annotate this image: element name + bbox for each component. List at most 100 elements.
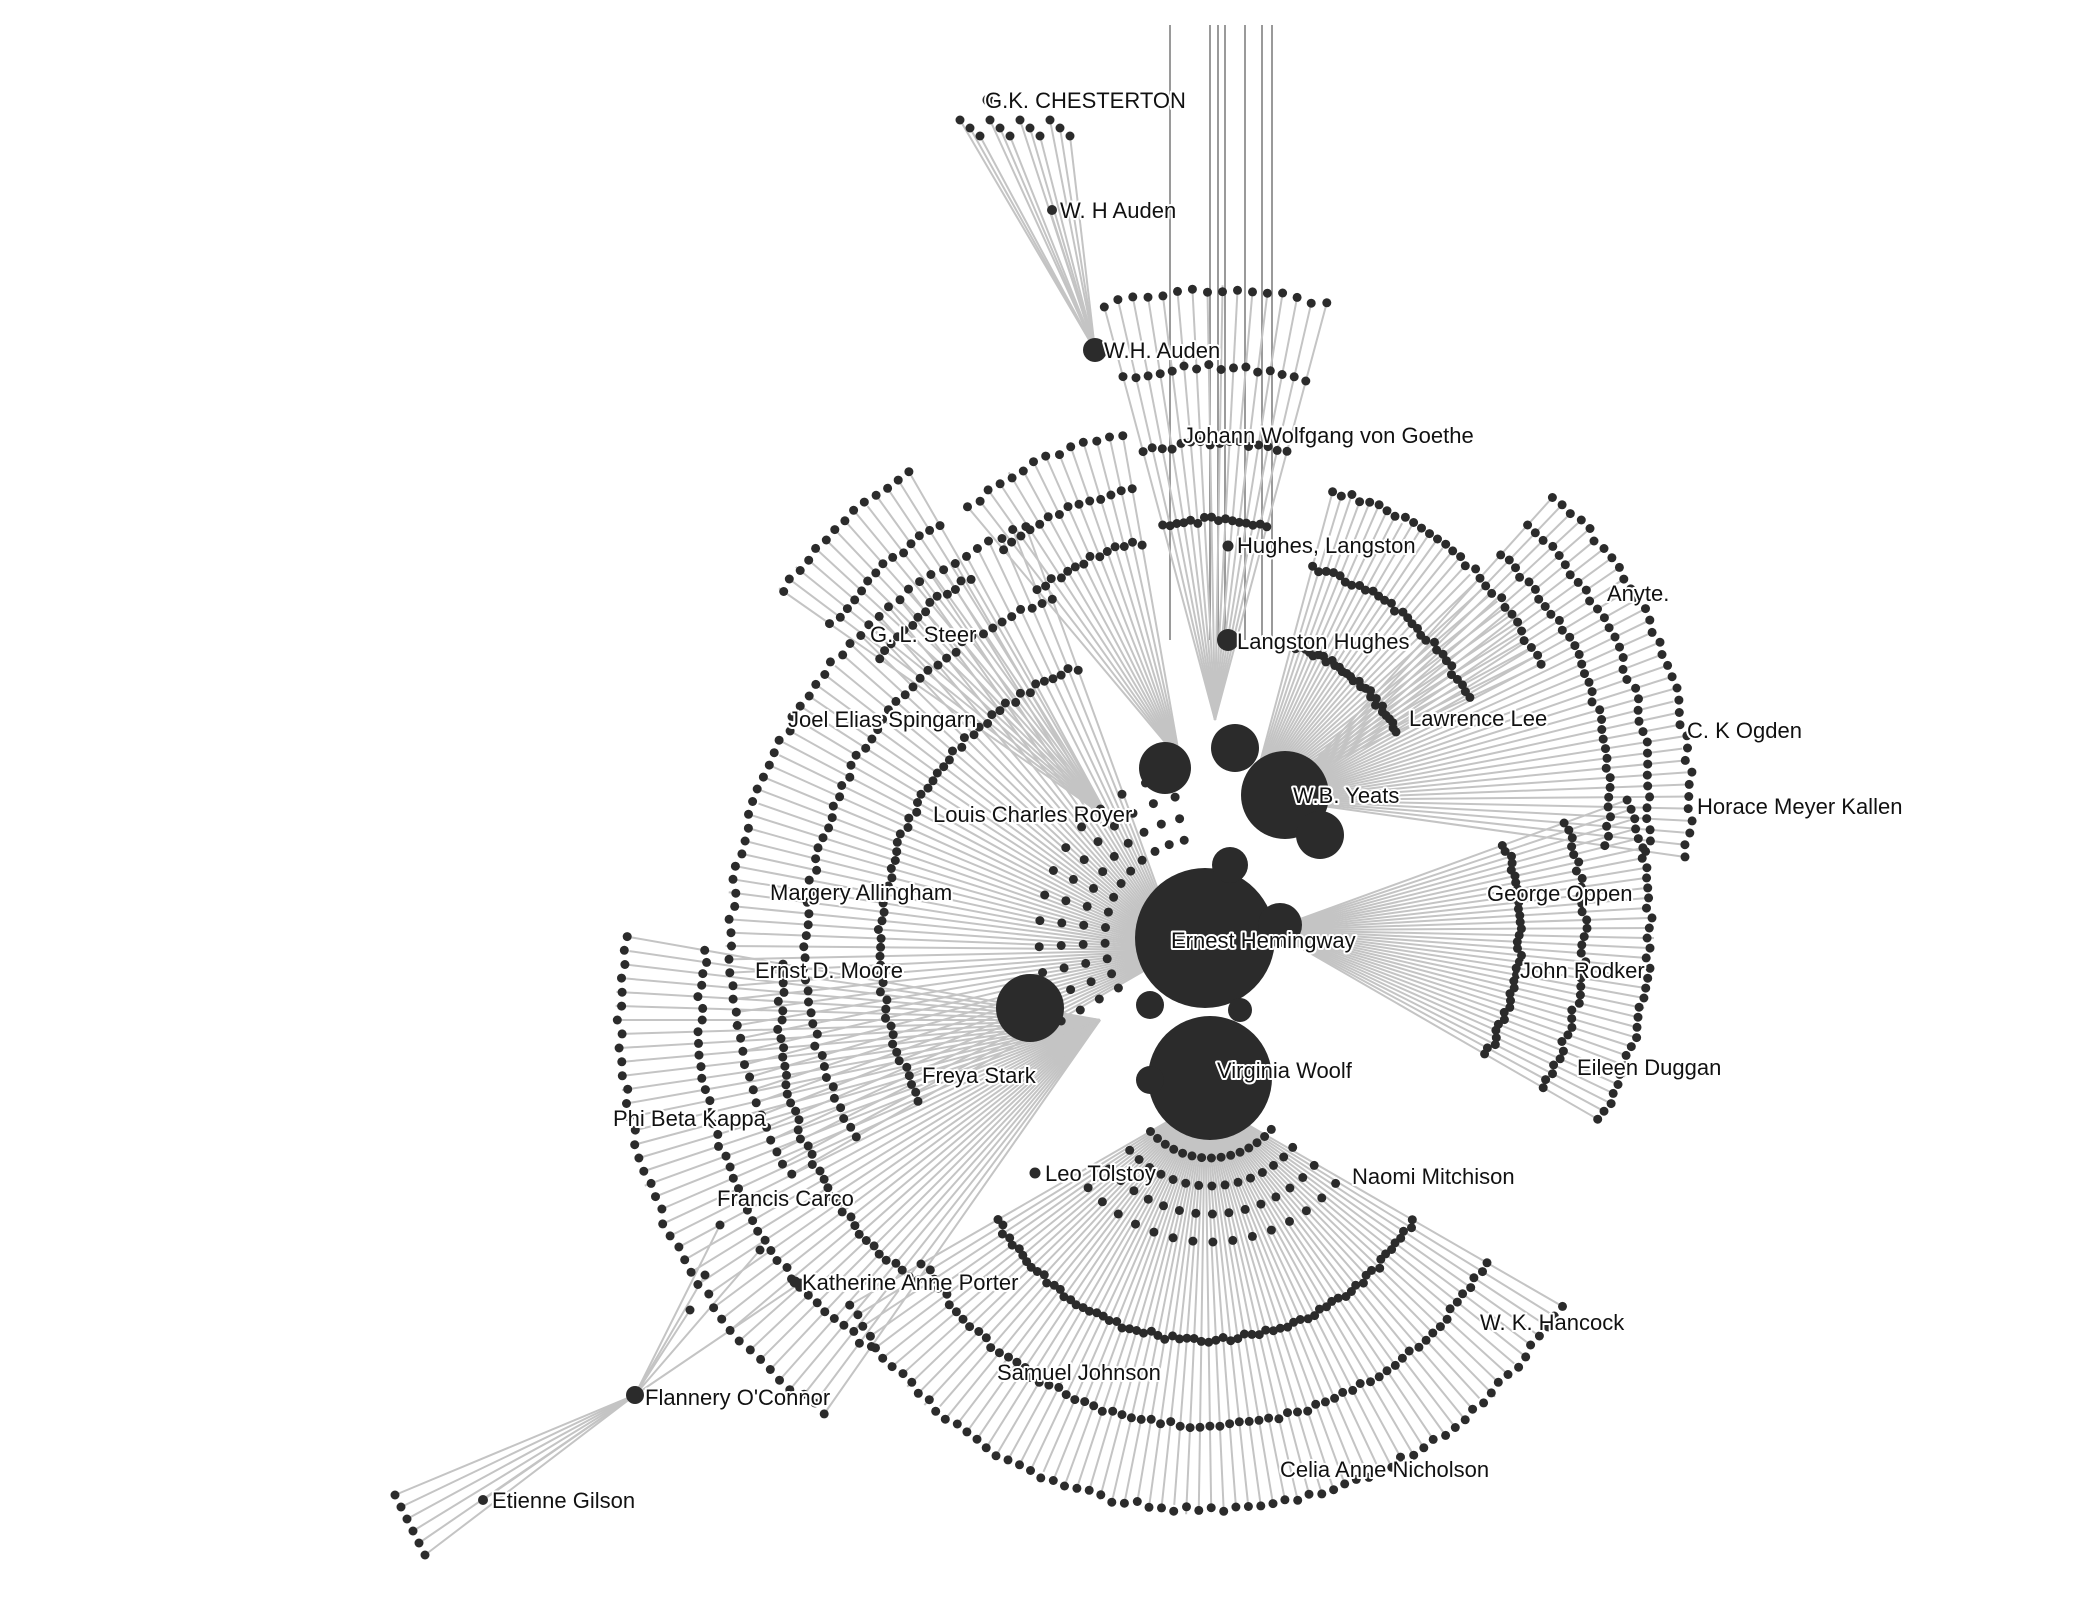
leaf-node[interactable] <box>886 1021 896 1031</box>
leaf-node[interactable] <box>983 485 993 495</box>
leaf-node[interactable] <box>799 1389 809 1399</box>
leaf-node[interactable] <box>1175 814 1185 824</box>
leaf-node[interactable] <box>1567 1005 1577 1015</box>
leaf-node[interactable] <box>1578 965 1588 975</box>
leaf-node[interactable] <box>1576 515 1586 525</box>
leaf-node[interactable] <box>1048 866 1058 875</box>
leaf-node[interactable] <box>1116 879 1126 888</box>
leaf-node[interactable] <box>1419 1443 1429 1453</box>
leaf-node[interactable] <box>1642 803 1652 813</box>
leaf-node[interactable] <box>705 1096 715 1106</box>
leaf-node[interactable] <box>728 874 738 884</box>
leaf-node[interactable] <box>1613 1080 1623 1089</box>
leaf-node[interactable] <box>1116 1176 1126 1186</box>
leaf-node[interactable] <box>1684 779 1694 789</box>
leaf-node[interactable] <box>904 1272 914 1282</box>
leaf-node[interactable] <box>1526 1340 1536 1350</box>
leaf-node[interactable] <box>1523 520 1533 530</box>
leaf-node[interactable] <box>1479 1398 1489 1408</box>
leaf-node[interactable] <box>1604 831 1613 841</box>
leaf-node[interactable] <box>1330 1393 1340 1403</box>
leaf-node[interactable] <box>1524 577 1534 587</box>
leaf-node[interactable] <box>1593 1114 1603 1124</box>
leaf-node[interactable] <box>911 1087 921 1097</box>
leaf-node[interactable] <box>748 1216 758 1226</box>
leaf-node[interactable] <box>1027 603 1037 613</box>
leaf-node[interactable] <box>1102 547 1112 556</box>
leaf-node[interactable] <box>737 849 747 859</box>
leaf-node[interactable] <box>1503 1370 1513 1379</box>
leaf-node[interactable] <box>1632 1033 1642 1043</box>
leaf-node[interactable] <box>694 1050 704 1060</box>
leaf-node[interactable] <box>984 536 993 546</box>
leaf-node[interactable] <box>1125 1145 1135 1155</box>
leaf-node[interactable] <box>995 123 1005 133</box>
leaf-node[interactable] <box>1557 1037 1567 1046</box>
leaf-node[interactable] <box>908 682 918 692</box>
leaf-node[interactable] <box>1253 367 1263 377</box>
leaf-node[interactable] <box>985 115 995 125</box>
leaf-node[interactable] <box>1674 708 1684 717</box>
leaf-node[interactable] <box>1096 494 1106 504</box>
leaf-node[interactable] <box>708 1119 718 1129</box>
leaf-node[interactable] <box>1239 1329 1249 1339</box>
leaf-node[interactable] <box>1674 695 1684 705</box>
leaf-node[interactable] <box>1056 941 1066 950</box>
leaf-node[interactable] <box>1116 486 1126 496</box>
leaf-node[interactable] <box>725 968 735 978</box>
leaf-node[interactable] <box>1685 828 1695 838</box>
leaf-node[interactable] <box>1507 851 1516 861</box>
leaf-node[interactable] <box>1490 1040 1500 1050</box>
leaf-node[interactable] <box>819 1409 829 1419</box>
leaf-node[interactable] <box>1565 570 1575 580</box>
leaf-node[interactable] <box>807 1160 817 1169</box>
leaf-node[interactable] <box>1322 298 1332 308</box>
leaf-node[interactable] <box>614 1043 624 1053</box>
leaf-node[interactable] <box>871 1343 880 1353</box>
leaf-node[interactable] <box>913 1096 923 1106</box>
leaf-node[interactable] <box>791 1106 801 1116</box>
leaf-node[interactable] <box>1055 123 1065 133</box>
leaf-node[interactable] <box>1060 1481 1069 1491</box>
leaf-node[interactable] <box>1577 940 1587 950</box>
leaf-node[interactable] <box>851 1132 861 1142</box>
leaf-node[interactable] <box>902 1062 912 1072</box>
leaf-node[interactable] <box>1413 623 1422 633</box>
leaf-node[interactable] <box>815 1166 825 1176</box>
leaf-node[interactable] <box>784 574 794 584</box>
leaf-node[interactable] <box>779 587 789 596</box>
leaf-node[interactable] <box>1244 442 1254 451</box>
leaf-node[interactable] <box>1482 1258 1492 1268</box>
leaf-node[interactable] <box>619 945 629 955</box>
leaf-node[interactable] <box>1054 1382 1064 1392</box>
leaf-node[interactable] <box>921 607 931 617</box>
leaf-node[interactable] <box>1597 715 1607 724</box>
leaf-node[interactable] <box>1519 636 1529 646</box>
leaf-node[interactable] <box>1113 983 1123 993</box>
leaf-node[interactable] <box>1618 664 1628 674</box>
leaf-node[interactable] <box>966 574 976 584</box>
leaf-node[interactable] <box>1587 687 1597 697</box>
leaf-node[interactable] <box>1166 1417 1176 1427</box>
leaf-node[interactable] <box>1231 1502 1241 1512</box>
leaf-node[interactable] <box>1155 369 1165 379</box>
leaf-node[interactable] <box>837 1207 847 1217</box>
leaf-node[interactable] <box>1351 1474 1361 1484</box>
leaf-node[interactable] <box>1246 1173 1255 1183</box>
leaf-node[interactable] <box>1070 1395 1080 1405</box>
leaf-node[interactable] <box>1638 727 1648 737</box>
leaf-node[interactable] <box>1215 1421 1225 1431</box>
leaf-node[interactable] <box>1157 444 1167 454</box>
leaf-node[interactable] <box>1101 923 1110 932</box>
leaf-node[interactable] <box>925 525 935 535</box>
leaf-node[interactable] <box>1655 637 1665 647</box>
leaf-node[interactable] <box>1534 594 1544 604</box>
leaf-node[interactable] <box>726 928 736 938</box>
leaf-node[interactable] <box>1414 1342 1424 1352</box>
leaf-node[interactable] <box>1605 773 1615 783</box>
leaf-node[interactable] <box>1626 1042 1636 1052</box>
leaf-node[interactable] <box>1061 1390 1071 1400</box>
leaf-node[interactable] <box>1567 842 1577 852</box>
leaf-node[interactable] <box>1547 493 1557 502</box>
leaf-node[interactable] <box>916 789 926 799</box>
